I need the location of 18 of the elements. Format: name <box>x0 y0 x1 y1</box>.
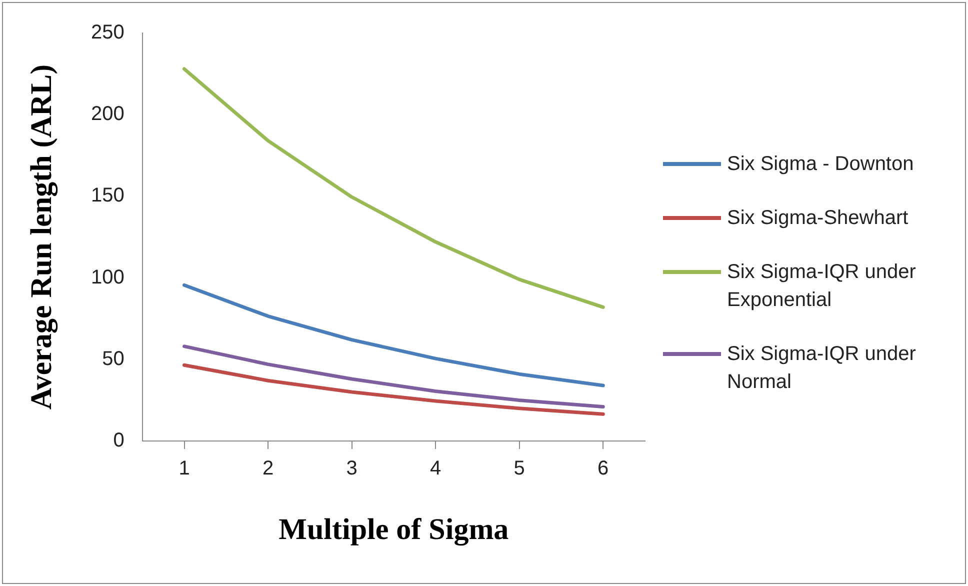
legend-label: Six Sigma-IQR under Normal <box>727 342 917 395</box>
legend-label: Six Sigma - Downton <box>727 152 914 177</box>
y-tick-label: 50 <box>102 348 124 370</box>
x-tick-label: 2 <box>262 458 274 480</box>
x-tick-label: 3 <box>346 458 358 480</box>
x-tick-label: 4 <box>430 458 442 480</box>
x-axis-title: Multiple of Sigma <box>278 512 509 546</box>
y-tick-label: 250 <box>90 22 124 44</box>
x-tick-label: 5 <box>514 458 525 480</box>
x-tick-label: 1 <box>178 458 190 480</box>
x-tick-label: 6 <box>598 458 609 480</box>
y-tick-label: 150 <box>90 184 124 207</box>
y-tick-label: 200 <box>90 103 124 126</box>
legend-label: Six Sigma-IQR under Exponential <box>727 260 917 313</box>
legend-label: Six Sigma-Shewhart <box>727 206 908 231</box>
y-tick-label: 0 <box>113 430 124 452</box>
y-tick-label: 100 <box>90 266 124 288</box>
y-axis-title: Average Run length (ARL) <box>24 64 58 410</box>
